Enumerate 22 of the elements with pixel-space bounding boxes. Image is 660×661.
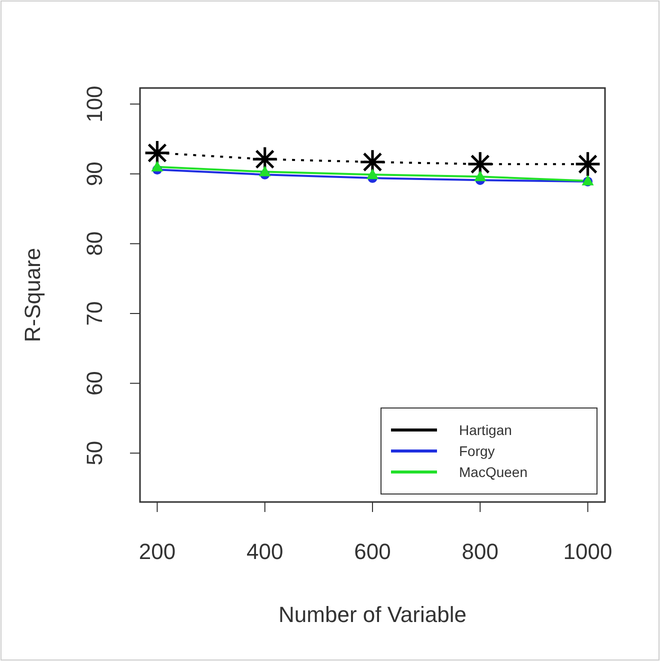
y-tick-label: 60 xyxy=(82,371,107,396)
legend-label: Hartigan xyxy=(459,422,512,438)
y-axis-title: R-Square xyxy=(20,248,45,342)
point xyxy=(366,168,378,180)
x-tick-label: 1000 xyxy=(563,539,612,564)
y-tick-label: 80 xyxy=(82,231,107,256)
point xyxy=(474,170,486,182)
x-tick-label: 200 xyxy=(138,539,176,564)
point xyxy=(576,152,600,176)
x-tick-label: 400 xyxy=(246,539,284,564)
y-tick-label: 70 xyxy=(82,301,107,326)
legend-label: Forgy xyxy=(459,443,495,459)
x-tick-label: 600 xyxy=(354,539,391,564)
x-axis-title: Number of Variable xyxy=(278,602,466,627)
point xyxy=(151,160,164,172)
y-tick-label: 50 xyxy=(82,440,107,466)
point xyxy=(145,140,170,165)
point xyxy=(258,166,271,176)
x-tick-label: 800 xyxy=(462,539,498,564)
y-tick-label: 100 xyxy=(82,86,107,122)
legend-label: MacQueen xyxy=(459,464,528,480)
y-tick-label: 90 xyxy=(82,162,107,186)
